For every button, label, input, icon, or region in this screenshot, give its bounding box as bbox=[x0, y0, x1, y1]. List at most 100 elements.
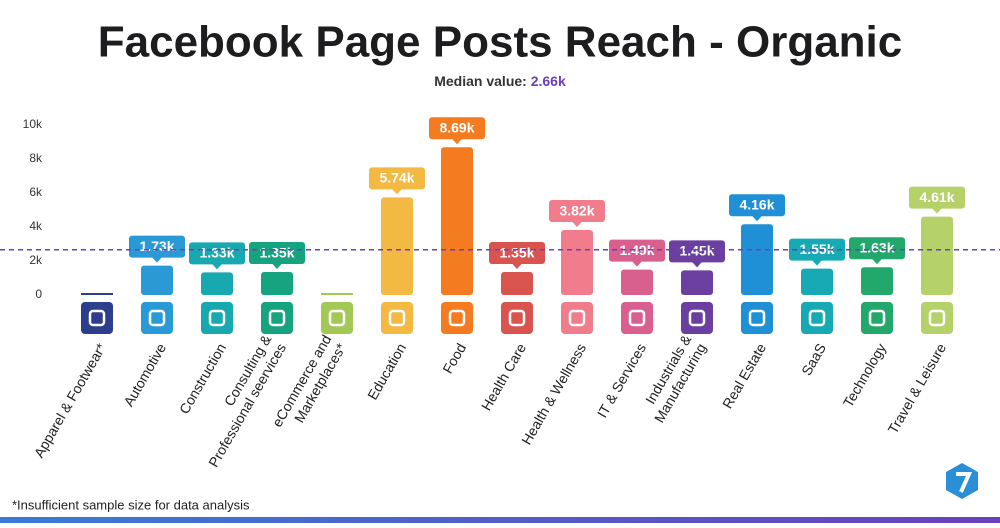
x-tick-label-line: Health Care bbox=[478, 340, 529, 413]
value-label: 4.61k bbox=[919, 189, 954, 205]
category-icon bbox=[501, 302, 533, 334]
y-tick-label: 10k bbox=[23, 117, 43, 131]
x-tick-label-line: Technology bbox=[840, 340, 889, 409]
x-tick-label-line: Automotive bbox=[120, 340, 169, 409]
category-icon-glyph bbox=[808, 309, 826, 327]
bar bbox=[261, 272, 293, 295]
value-label-box bbox=[189, 242, 245, 265]
x-tick-label: Food bbox=[439, 340, 469, 376]
x-tick-label: Health Care bbox=[478, 340, 529, 413]
x-tick-label: IT & Services bbox=[593, 340, 648, 420]
x-tick-label: Technology bbox=[840, 340, 889, 409]
category-icon-glyph bbox=[88, 309, 106, 327]
value-label: 3.82k bbox=[559, 202, 594, 218]
category-icon bbox=[741, 302, 773, 334]
category-icon bbox=[921, 302, 953, 334]
bar bbox=[861, 267, 893, 295]
value-label-pointer bbox=[872, 258, 882, 265]
x-tick-label-line: Travel & Leisure bbox=[884, 340, 949, 436]
category-icon bbox=[261, 302, 293, 334]
empty-bar bbox=[81, 293, 113, 295]
value-label-pointer bbox=[272, 263, 282, 270]
category-icon-glyph bbox=[688, 309, 706, 327]
value-label-pointer bbox=[452, 138, 462, 145]
bar bbox=[141, 265, 173, 295]
category-icon-glyph bbox=[568, 309, 586, 327]
value-label-pointer bbox=[932, 208, 942, 214]
category-icon-glyph bbox=[748, 309, 766, 327]
category-icon bbox=[561, 302, 593, 334]
bar bbox=[741, 224, 773, 295]
x-tick-label: Consulting &Professional seervices bbox=[190, 331, 289, 469]
median-label: Median value: bbox=[434, 73, 527, 89]
category-icon bbox=[321, 302, 353, 334]
bottom-stripe bbox=[0, 517, 1000, 523]
y-tick-label: 2k bbox=[29, 253, 43, 267]
x-tick-label-line: IT & Services bbox=[593, 340, 648, 420]
value-label-box bbox=[909, 186, 965, 209]
category-icon bbox=[441, 302, 473, 334]
x-tick-label: Industrials &Manufacturing bbox=[636, 331, 709, 425]
x-tick-label: Health & Wellness bbox=[518, 340, 589, 447]
x-tick-label: Apparel & Footwear* bbox=[30, 340, 109, 460]
value-label: 1.73k bbox=[139, 238, 174, 254]
bar bbox=[501, 272, 533, 295]
value-label-pointer bbox=[512, 263, 522, 270]
category-icon-glyph bbox=[388, 309, 406, 327]
value-label: 1.55k bbox=[799, 241, 834, 257]
y-tick-label: 8k bbox=[29, 151, 43, 165]
x-tick-label-line: Apparel & Footwear* bbox=[30, 340, 109, 460]
value-label: 1.33k bbox=[199, 245, 234, 261]
x-tick-label: Automotive bbox=[120, 340, 169, 409]
value-label-pointer bbox=[632, 261, 642, 267]
x-tick-label-line: Real Estate bbox=[719, 340, 769, 411]
category-icon bbox=[681, 302, 713, 334]
value-label: 1.35k bbox=[259, 244, 294, 260]
category-icon bbox=[81, 302, 113, 334]
x-tick-label: Travel & Leisure bbox=[884, 340, 949, 436]
value-label-box bbox=[609, 239, 665, 262]
bar bbox=[921, 216, 953, 295]
value-label-box bbox=[789, 238, 845, 261]
value-label-box bbox=[669, 240, 725, 263]
x-tick-label-line: Construction bbox=[176, 340, 229, 416]
chart-title: Facebook Page Posts Reach - Organic bbox=[98, 18, 902, 67]
value-label-pointer bbox=[692, 261, 702, 268]
x-tick-label: Construction bbox=[176, 340, 229, 416]
bar bbox=[201, 272, 233, 295]
category-icon-glyph bbox=[928, 309, 946, 327]
value-label-box bbox=[249, 242, 305, 265]
x-tick-label-line: Health & Wellness bbox=[518, 340, 589, 447]
value-label: 4.16k bbox=[739, 196, 774, 212]
y-tick-label: 0 bbox=[35, 287, 42, 301]
category-icon bbox=[381, 302, 413, 334]
category-icon-glyph bbox=[328, 309, 346, 327]
value-label: 1.45k bbox=[679, 243, 714, 259]
x-tick-label-line: Education bbox=[364, 340, 409, 402]
category-icon-glyph bbox=[148, 309, 166, 327]
value-label-pointer bbox=[212, 263, 222, 270]
category-icon bbox=[861, 302, 893, 334]
value-label-pointer bbox=[752, 215, 762, 222]
category-icon-glyph bbox=[208, 309, 226, 327]
x-tick-label: Real Estate bbox=[719, 340, 769, 411]
category-icon-glyph bbox=[268, 309, 286, 327]
bar bbox=[381, 197, 413, 295]
value-label-pointer bbox=[392, 188, 402, 195]
category-icon-glyph bbox=[448, 309, 466, 327]
x-tick-label-line: SaaS bbox=[798, 340, 829, 378]
category-icon bbox=[201, 302, 233, 334]
category-icon bbox=[621, 302, 653, 334]
bar bbox=[621, 269, 653, 295]
value-label-box bbox=[129, 235, 185, 258]
value-label: 1.35k bbox=[499, 244, 534, 260]
bar bbox=[561, 230, 593, 295]
value-label-pointer bbox=[572, 221, 582, 228]
category-icon-glyph bbox=[628, 309, 646, 327]
footnote: *Insufficient sample size for data analy… bbox=[12, 497, 250, 512]
value-label: 1.63k bbox=[859, 239, 894, 255]
category-icon-glyph bbox=[508, 309, 526, 327]
value-label: 8.69k bbox=[439, 119, 474, 135]
value-label-box bbox=[729, 194, 785, 217]
